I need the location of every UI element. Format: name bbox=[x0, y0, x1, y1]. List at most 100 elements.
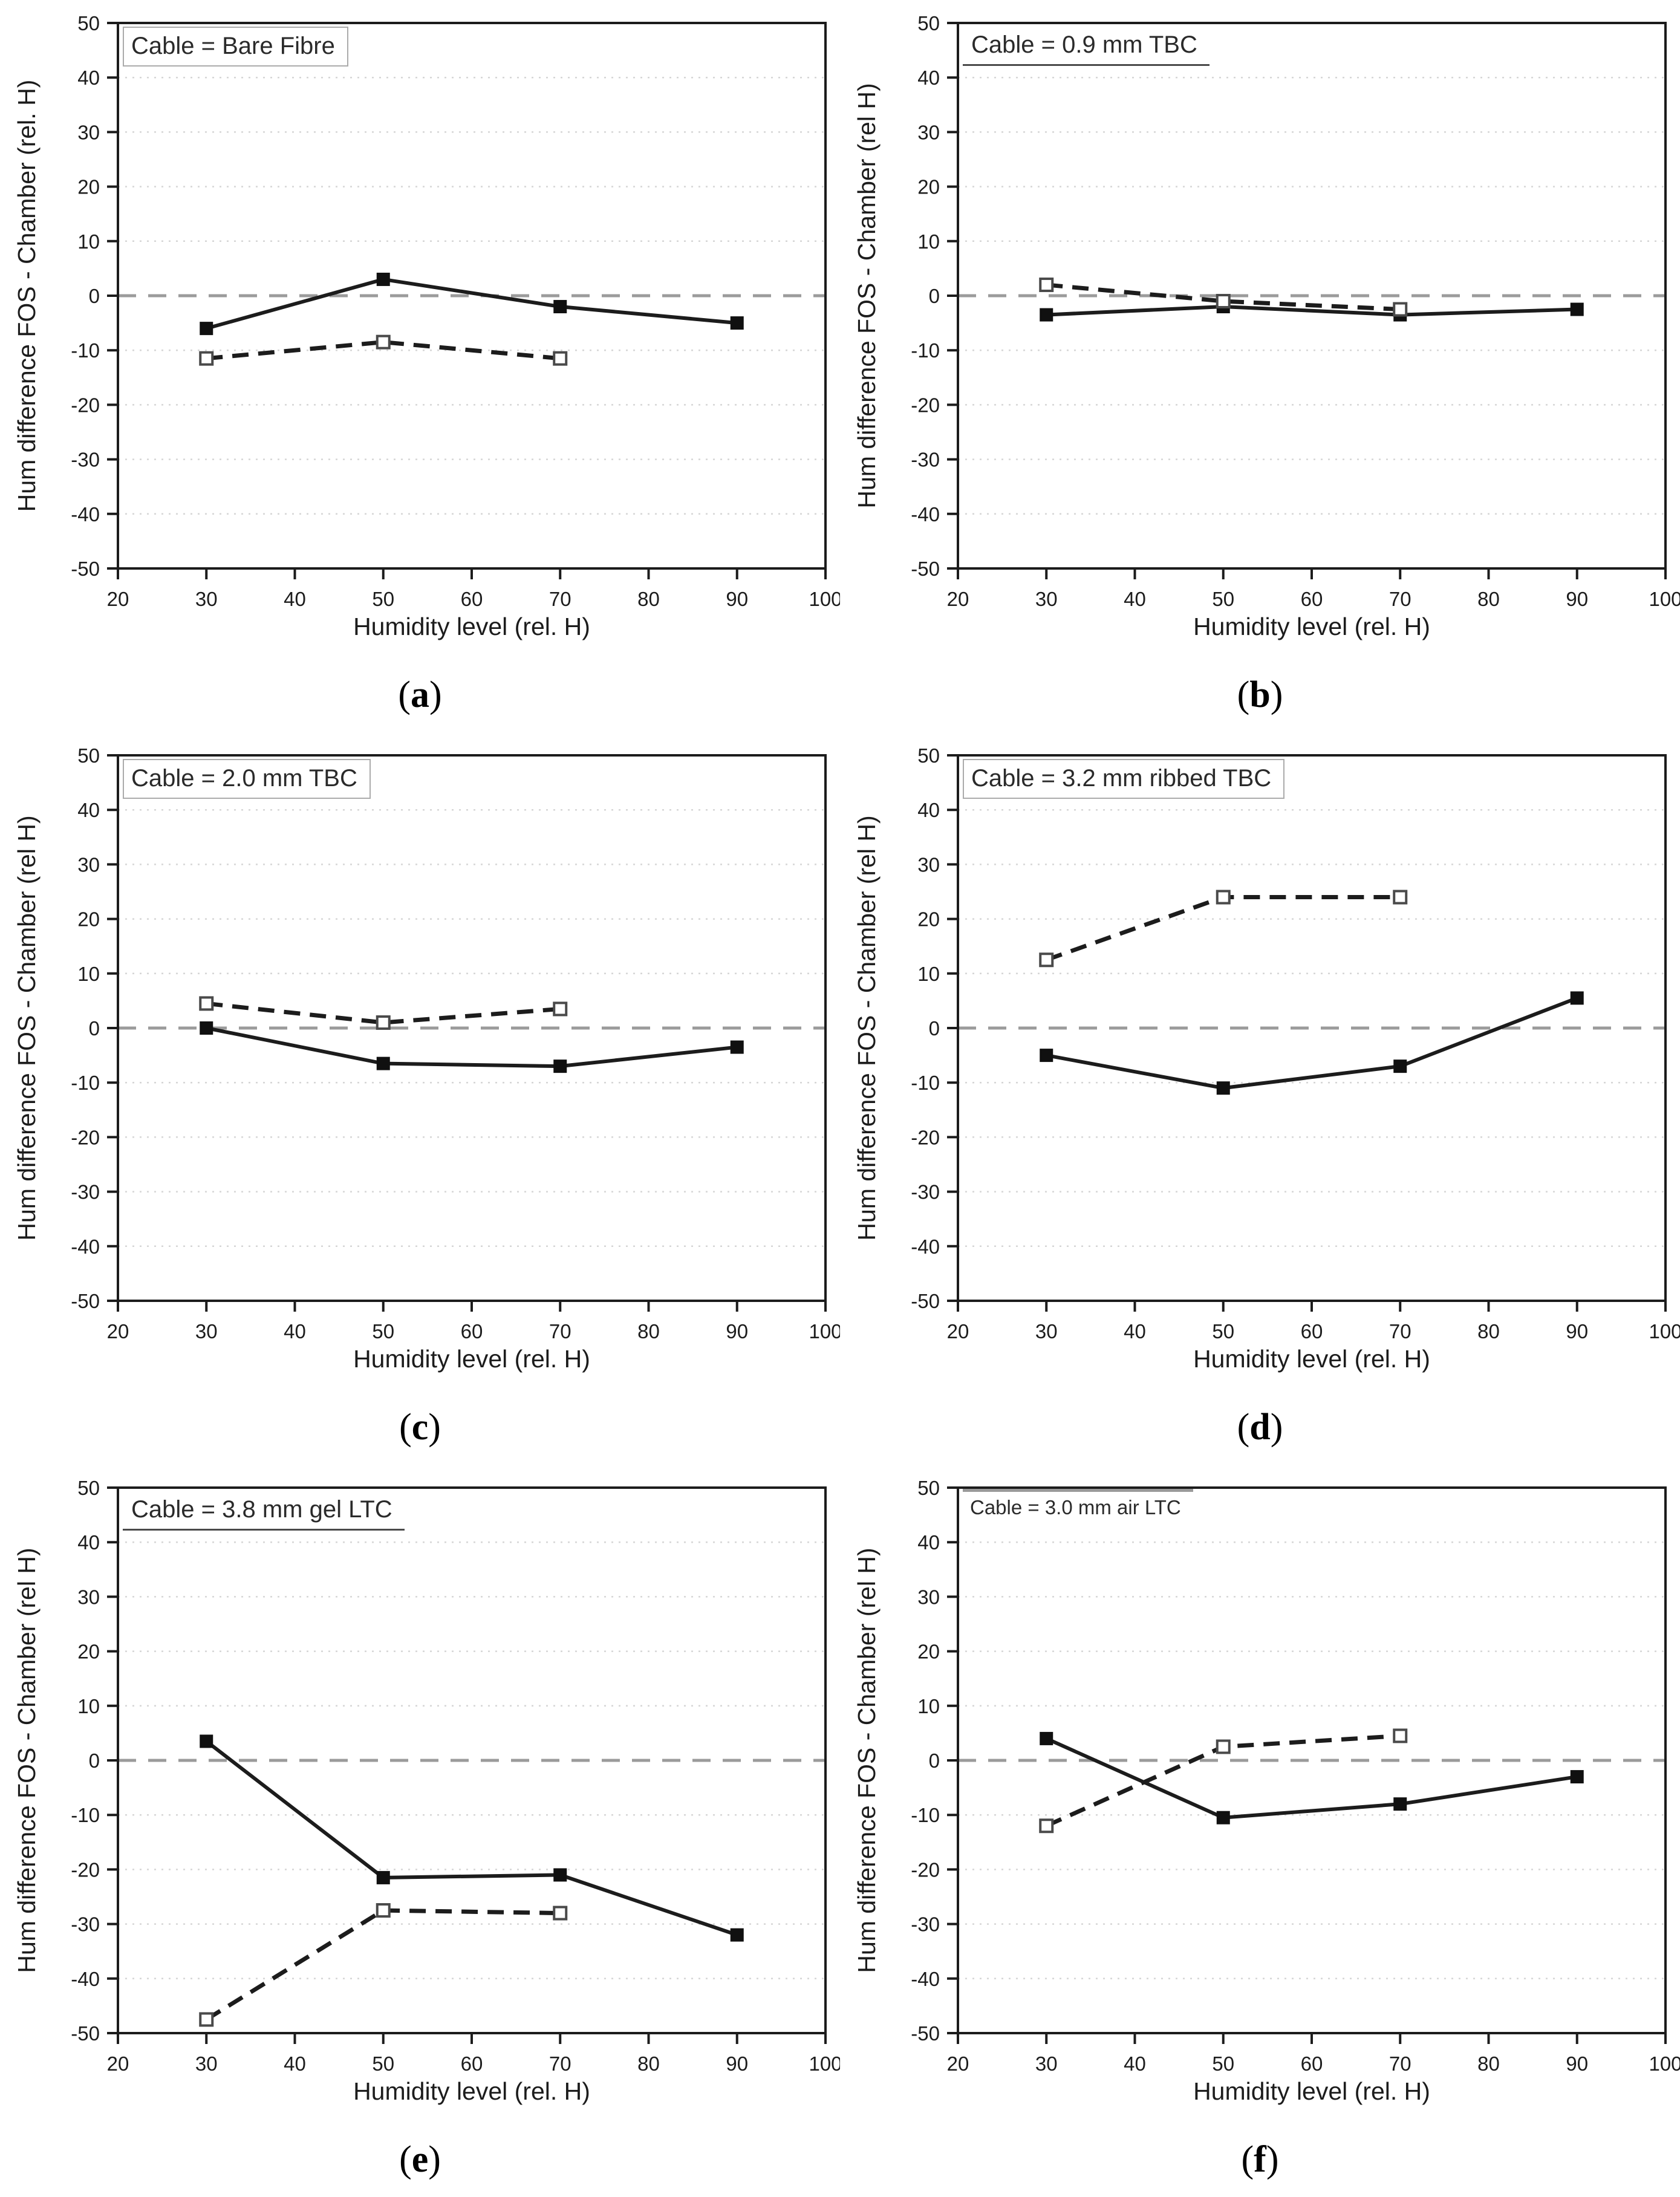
x-tick-label: 60 bbox=[461, 588, 483, 610]
x-tick-label: 70 bbox=[1389, 1320, 1411, 1343]
x-axis-label: Humidity level (rel. H) bbox=[1193, 613, 1430, 640]
open-square-marker bbox=[199, 2012, 214, 2027]
panel-a: 20 30 40 50 60 70 80 90 100 -50 -40 -30 -20 -10 0 10 20 3… bbox=[0, 0, 840, 732]
caption-d: (d) bbox=[840, 1398, 1680, 1465]
y-axis-label: Hum difference FOS - Chamber (rel H) bbox=[853, 1548, 881, 1973]
x-axis-label: Humidity level (rel. H) bbox=[353, 613, 590, 640]
open-square-marker bbox=[1039, 277, 1054, 292]
y-tick-label: 20 bbox=[917, 1641, 940, 1663]
x-tick-label: 80 bbox=[1477, 2052, 1500, 2075]
y-tick-label: -20 bbox=[911, 1858, 940, 1881]
filled-square-marker bbox=[1040, 1731, 1053, 1745]
y-tick-label: 30 bbox=[917, 121, 940, 143]
x-tick-label: 70 bbox=[549, 2052, 571, 2075]
x-tick-label: 90 bbox=[726, 2052, 748, 2075]
series-dashed-open-square bbox=[206, 1001, 561, 1025]
chart-f: 20 30 40 50 60 70 80 90 100 -50 -40 -30 -20 -10 0 10 20 3… bbox=[853, 1477, 1680, 2105]
x-tick-label: 20 bbox=[107, 1320, 129, 1343]
chart-wrap-b: 20 30 40 50 60 70 80 90 100 -50 -40 -30 -20 -10 0 10 20 3… bbox=[840, 0, 1680, 665]
caption-paren: ( bbox=[399, 1407, 412, 1448]
y-tick-label: 0 bbox=[929, 285, 940, 307]
x-tick-label: 40 bbox=[284, 1320, 306, 1343]
y-tick-label: 50 bbox=[917, 744, 940, 767]
x-tick-label: 90 bbox=[1566, 588, 1588, 610]
y-tick-label: 0 bbox=[89, 1749, 100, 1772]
x-tick-label: 80 bbox=[1477, 588, 1500, 610]
y-tick-label: 20 bbox=[77, 908, 100, 931]
y-tick-label: -40 bbox=[911, 503, 940, 526]
y-tick-label: -10 bbox=[71, 1804, 100, 1826]
y-tick-label: -20 bbox=[71, 1126, 100, 1148]
y-tick-label: -10 bbox=[911, 1072, 940, 1094]
caption-letter: b bbox=[1249, 674, 1271, 715]
series-solid-filled-square bbox=[1046, 1737, 1578, 1820]
y-tick-label: 20 bbox=[77, 1641, 100, 1663]
y-tick-label: 10 bbox=[77, 963, 100, 985]
y-tick-label: -50 bbox=[71, 1290, 100, 1312]
y-tick-label: 0 bbox=[929, 1017, 940, 1040]
y-tick-label: -20 bbox=[71, 1858, 100, 1881]
y-tick-label: -50 bbox=[911, 2022, 940, 2045]
series-dashed-open-square bbox=[1046, 895, 1401, 962]
x-tick-label: 100 bbox=[1649, 1320, 1680, 1343]
chart-b: 20 30 40 50 60 70 80 90 100 -50 -40 -30 -20 -10 0 10 20 3… bbox=[853, 12, 1680, 640]
panel-e: 20 30 40 50 60 70 80 90 100 -50 -40 -30 -20 -10 0 10 20 3… bbox=[0, 1465, 840, 2197]
caption-paren: ( bbox=[1237, 1407, 1250, 1448]
caption-paren: ) bbox=[428, 1407, 441, 1448]
filled-square-marker bbox=[1216, 1811, 1230, 1824]
x-tick-label: 90 bbox=[726, 588, 748, 610]
x-axis-label: Humidity level (rel. H) bbox=[353, 2077, 590, 2105]
panel-f: 20 30 40 50 60 70 80 90 100 -50 -40 -30 -20 -10 0 10 20 3… bbox=[840, 1465, 1680, 2197]
x-tick-label: 60 bbox=[1301, 1320, 1323, 1343]
x-tick-label: 100 bbox=[809, 588, 840, 610]
x-tick-label: 100 bbox=[809, 2052, 840, 2075]
chart-wrap-a: 20 30 40 50 60 70 80 90 100 -50 -40 -30 -20 -10 0 10 20 3… bbox=[0, 0, 840, 665]
y-tick-label: 30 bbox=[77, 853, 100, 876]
x-tick-label: 100 bbox=[809, 1320, 840, 1343]
x-tick-label: 90 bbox=[726, 1320, 748, 1343]
x-tick-label: 30 bbox=[1035, 2052, 1058, 2075]
x-tick-label: 60 bbox=[1301, 588, 1323, 610]
y-tick-label: 10 bbox=[77, 1695, 100, 1717]
caption-paren: ) bbox=[1270, 1407, 1283, 1448]
caption-paren: ( bbox=[399, 2139, 412, 2180]
y-tick-label: 40 bbox=[917, 67, 940, 89]
filled-square-marker bbox=[1040, 1049, 1053, 1063]
filled-square-marker bbox=[376, 1870, 390, 1884]
x-tick-label: 100 bbox=[1649, 588, 1680, 610]
x-tick-label: 60 bbox=[461, 1320, 483, 1343]
filled-square-marker bbox=[553, 1868, 567, 1882]
y-axis-label: Hum difference FOS - Chamber (rel H) bbox=[13, 815, 41, 1240]
open-square-marker bbox=[376, 1015, 391, 1030]
y-tick-label: 40 bbox=[77, 1531, 100, 1554]
x-tick-label: 70 bbox=[549, 588, 571, 610]
caption-paren: ) bbox=[429, 674, 442, 715]
caption-paren: ) bbox=[428, 2139, 441, 2180]
y-tick-label: 40 bbox=[917, 799, 940, 821]
caption-letter: e bbox=[411, 2139, 429, 2180]
y-tick-label: 50 bbox=[917, 1477, 940, 1499]
caption-letter: a bbox=[411, 674, 429, 715]
x-tick-label: 50 bbox=[1212, 588, 1234, 610]
y-tick-label: -50 bbox=[911, 1290, 940, 1312]
chart-title-e: Cable = 3.8 mm gel LTC bbox=[123, 1491, 405, 1531]
y-tick-label: -30 bbox=[71, 1181, 100, 1203]
x-tick-label: 70 bbox=[549, 1320, 571, 1343]
x-tick-label: 20 bbox=[107, 2052, 129, 2075]
x-tick-label: 60 bbox=[461, 2052, 483, 2075]
y-tick-label: -50 bbox=[71, 558, 100, 580]
chart-a: 20 30 40 50 60 70 80 90 100 -50 -40 -30 -20 -10 0 10 20 3… bbox=[13, 12, 840, 640]
open-square-marker bbox=[376, 334, 391, 350]
filled-square-marker bbox=[1570, 302, 1584, 316]
filled-square-marker bbox=[200, 1021, 213, 1035]
filled-square-marker bbox=[730, 1040, 744, 1054]
y-tick-label: -20 bbox=[911, 1126, 940, 1148]
y-tick-label: 20 bbox=[917, 908, 940, 931]
y-tick-label: 10 bbox=[77, 230, 100, 253]
series-dashed-open-square bbox=[206, 340, 561, 361]
y-tick-label: 10 bbox=[917, 963, 940, 985]
x-tick-label: 30 bbox=[195, 588, 218, 610]
panel-b: 20 30 40 50 60 70 80 90 100 -50 -40 -30 -20 -10 0 10 20 3… bbox=[840, 0, 1680, 732]
caption-paren: ( bbox=[1241, 2139, 1254, 2180]
caption-paren: ) bbox=[1270, 674, 1283, 715]
